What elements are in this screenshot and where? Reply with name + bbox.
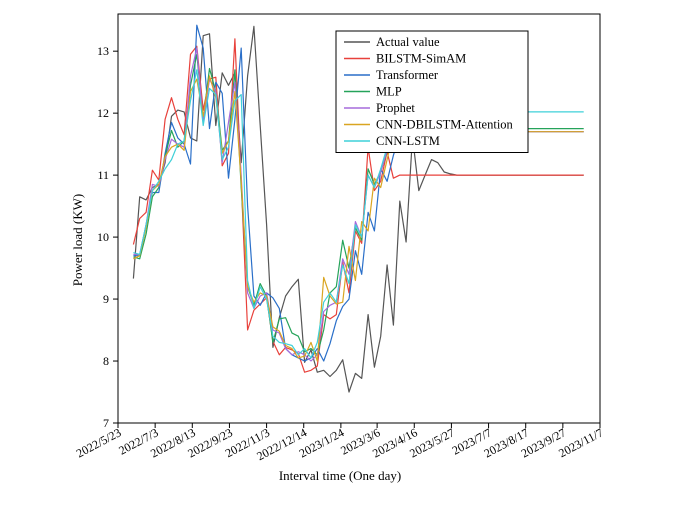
legend-label: Transformer <box>376 68 439 82</box>
y-tick-label: 8 <box>103 354 109 368</box>
legend-label: CNN-LSTM <box>376 134 440 148</box>
y-tick-label: 11 <box>97 168 109 182</box>
y-tick-label: 13 <box>97 44 109 58</box>
y-tick-label: 10 <box>97 230 109 244</box>
legend-label: Prophet <box>376 101 415 115</box>
legend: Actual value BILSTM-SimAM Transformer MLP Pr… <box>335 30 529 153</box>
x-axis-title: Interval time (One day) <box>279 468 401 483</box>
y-axis-title: Power load (KW) <box>70 194 85 286</box>
legend-label: MLP <box>376 85 402 99</box>
legend-label: BILSTM-SimAM <box>376 52 466 66</box>
legend-label: CNN-DBILSTM-Attention <box>376 118 514 132</box>
x-tick-label: 2022/5/23 <box>74 425 124 460</box>
plot-area <box>117 13 601 424</box>
x-axis: 2022/5/232022/7/32022/8/132022/9/232022/… <box>74 423 605 463</box>
y-tick-label: 7 <box>103 416 109 430</box>
y-tick-label: 9 <box>103 292 109 306</box>
legend-label: Actual value <box>376 35 440 49</box>
plot-border <box>117 13 601 424</box>
y-tick-label: 12 <box>97 106 109 120</box>
y-axis: 7 8 9 10 11 12 13 <box>97 44 118 430</box>
